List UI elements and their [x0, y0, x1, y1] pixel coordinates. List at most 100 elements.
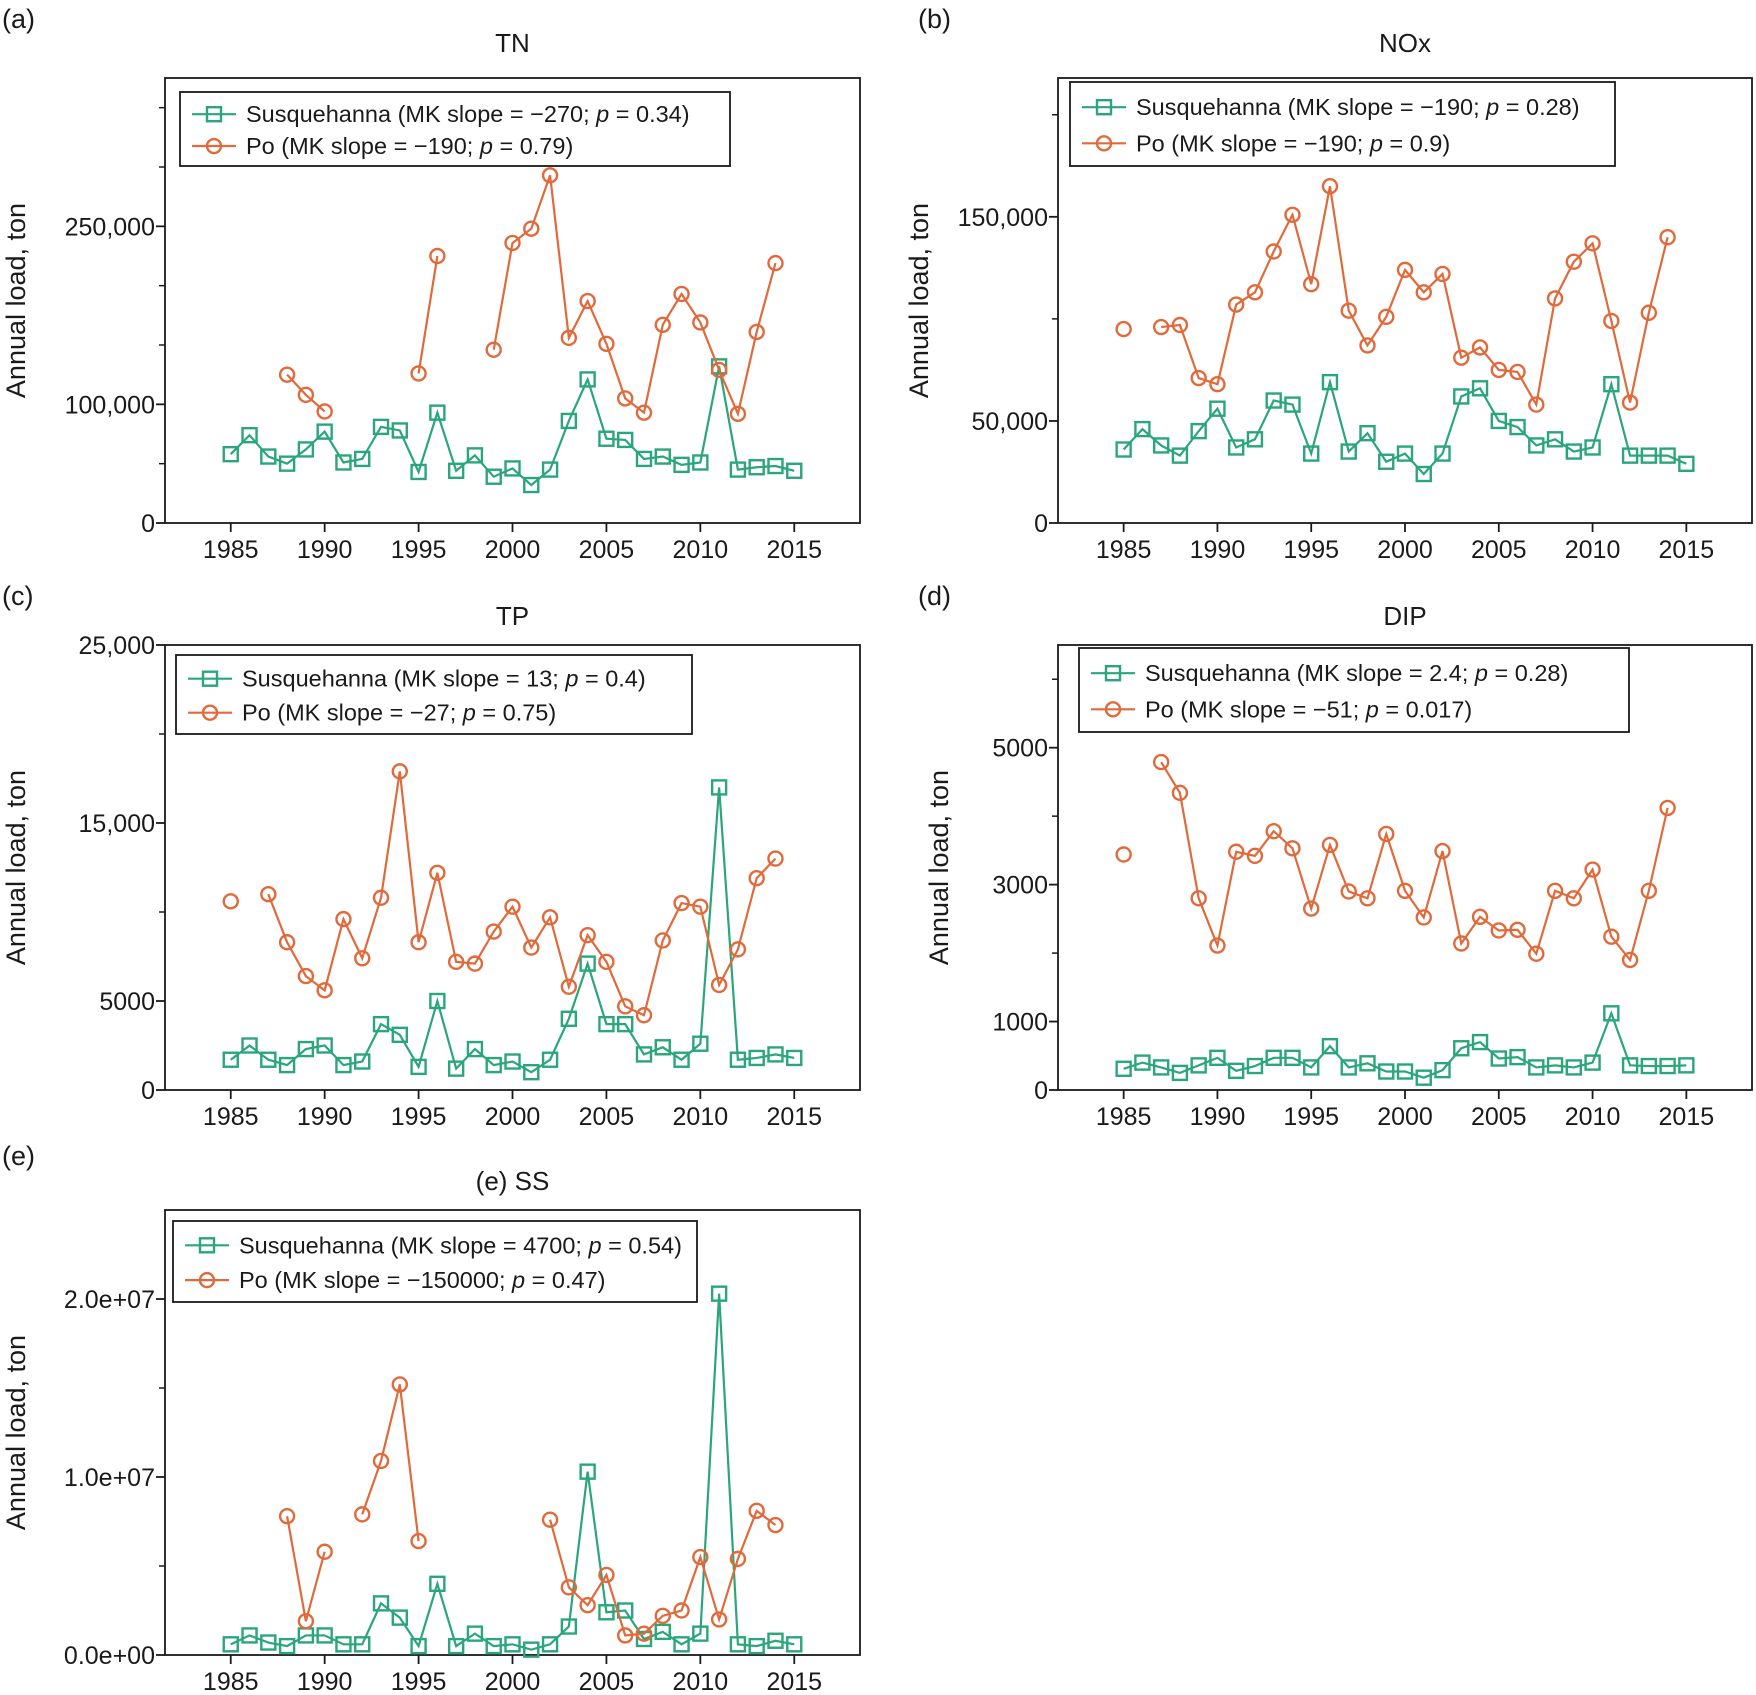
x-tick-label: 1990 — [1190, 1103, 1246, 1131]
data-point — [635, 1630, 653, 1648]
data-point — [1209, 937, 1226, 954]
data-point — [635, 1007, 653, 1024]
data-point — [1490, 361, 1507, 379]
legend-box — [179, 91, 731, 167]
data-point — [410, 1058, 427, 1076]
data-point — [1565, 443, 1583, 460]
data-point — [729, 1550, 747, 1568]
data-point — [560, 329, 578, 347]
y-tick-label: 0 — [1034, 1077, 1048, 1105]
x-tick-label: 2015 — [1659, 536, 1715, 564]
data-point — [579, 955, 596, 972]
data-point — [579, 371, 596, 388]
series-po — [278, 167, 784, 423]
data-point — [710, 361, 728, 379]
data-point — [1621, 394, 1639, 411]
data-point — [598, 1604, 615, 1621]
x-tick-label: 2005 — [579, 1668, 635, 1695]
data-point — [1490, 1050, 1507, 1067]
data-point — [748, 1637, 765, 1655]
data-point — [372, 418, 390, 436]
data-point — [1359, 424, 1376, 442]
data-point — [260, 886, 277, 903]
data-point — [710, 976, 728, 994]
x-tick-label: 2015 — [766, 1103, 822, 1131]
data-point — [297, 386, 315, 404]
x-tick-label: 2015 — [1659, 1103, 1715, 1131]
legend-entry-susquehanna: Susquehanna (MK slope = −270; p = 0.34) — [246, 101, 690, 127]
data-point — [541, 167, 559, 184]
legend-swatch-marker — [1104, 701, 1122, 718]
data-point — [579, 1596, 596, 1614]
data-point — [617, 390, 634, 407]
legend-entry-po: Po (MK slope = −150000; p = 0.47) — [239, 1267, 605, 1293]
legend-box — [1078, 647, 1630, 733]
chart-panel-d: (d) DIP Annual load, ton 1985 1990 1995 2000 20… — [918, 581, 1753, 1131]
data-point — [1321, 1037, 1339, 1055]
series-susquehanna — [222, 358, 803, 494]
data-point — [598, 953, 615, 971]
data-point — [1115, 441, 1132, 458]
data-point — [278, 1637, 296, 1655]
data-point — [767, 254, 784, 272]
data-point — [560, 412, 578, 430]
x-tick-label: 1985 — [1096, 1103, 1152, 1131]
y-tick-label: 25,000 — [79, 632, 155, 660]
x-tick-label: 2000 — [485, 536, 541, 564]
data-point — [297, 1040, 315, 1058]
y-tick-label: 5000 — [99, 988, 155, 1016]
data-point — [1509, 921, 1526, 938]
x-tick-label: 1990 — [1190, 536, 1246, 564]
data-point — [429, 1575, 446, 1593]
y-axis-label: Annual load, ton — [1, 1335, 31, 1530]
x-tick-label: 2000 — [1377, 1103, 1433, 1131]
data-point — [1434, 1061, 1451, 1079]
chart-panel-c: (c) TP Annual load, ton 1985 1990 1995 2000 200… — [1, 581, 861, 1131]
legend: Susquehanna (MK slope = 2.4; p = 0.28) Po… — [1078, 647, 1630, 733]
data-point — [710, 779, 728, 796]
x-tick-label: 1995 — [391, 1103, 447, 1131]
data-point — [316, 423, 333, 440]
data-point — [391, 1609, 408, 1626]
data-point — [1378, 825, 1395, 843]
series-susquehanna — [1115, 1005, 1695, 1086]
data-point — [1453, 935, 1470, 952]
data-point — [1453, 349, 1470, 366]
data-point — [541, 909, 559, 926]
data-point — [1584, 439, 1601, 456]
data-point — [579, 926, 596, 944]
data-point — [241, 1037, 258, 1054]
data-point — [598, 430, 615, 447]
data-point — [1134, 420, 1151, 438]
data-point — [485, 923, 502, 940]
data-point — [692, 1548, 709, 1566]
x-tick-label: 2010 — [673, 1103, 729, 1131]
data-point — [1640, 304, 1658, 321]
y-tick-label: 0 — [1034, 510, 1048, 538]
data-point — [1659, 1057, 1676, 1075]
data-point — [1190, 1057, 1207, 1074]
data-point — [692, 1625, 709, 1642]
panel-label: (d) — [918, 581, 951, 611]
data-point — [635, 450, 653, 468]
x-tick-label: 2000 — [1377, 536, 1433, 564]
data-point — [316, 982, 333, 999]
data-point — [1659, 447, 1676, 464]
data-point — [767, 1632, 784, 1649]
data-point — [523, 476, 540, 494]
legend-swatch-marker — [201, 704, 219, 721]
data-point — [635, 404, 653, 421]
data-point — [1528, 396, 1545, 413]
series-line — [230, 787, 795, 1074]
legend-entry-susquehanna: Susquehanna (MK slope = −190; p = 0.28) — [1136, 94, 1580, 120]
data-point — [222, 445, 239, 463]
data-point — [335, 1636, 352, 1653]
data-point — [1246, 847, 1264, 865]
data-point — [410, 463, 427, 481]
data-point — [1134, 1054, 1151, 1071]
x-tick-label: 2000 — [485, 1103, 541, 1131]
data-point — [767, 1516, 784, 1534]
data-point — [1434, 265, 1451, 283]
y-tick-label: 50,000 — [972, 408, 1048, 436]
